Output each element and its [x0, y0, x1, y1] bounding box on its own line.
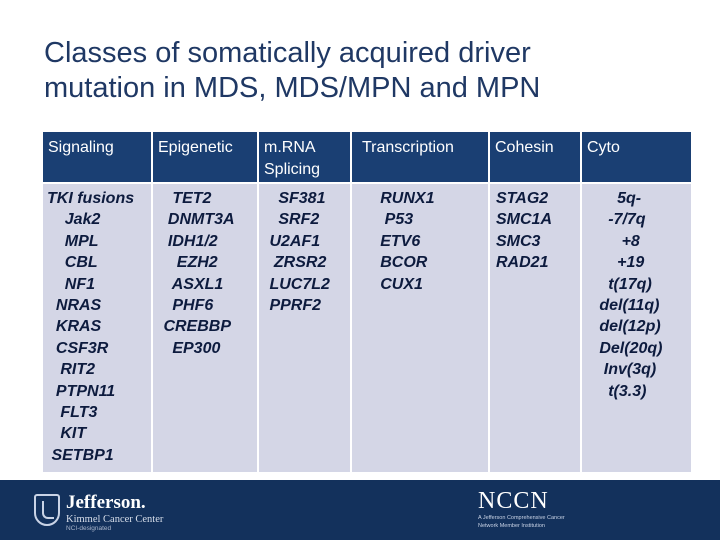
gene-entry: CREBBP — [159, 318, 232, 336]
column-cyto: 5q- -7/7q +8 +19 t(17q) del(11q) del(12p… — [582, 184, 691, 472]
gene-entry: PPRF2 — [265, 297, 322, 315]
header-cohesin: Cohesin — [490, 132, 580, 182]
logo-designation: NCI-designated — [66, 525, 112, 532]
gene-entry: P53 — [358, 211, 414, 229]
column-mrna-splicing: SF381 SRF2 U2AF1 ZRSR2 LUC7L2 PPRF2 — [259, 184, 350, 472]
header-mrna-splicing: m.RNA Splicing — [259, 132, 350, 182]
slide-title: Classes of somatically acquired driver m… — [44, 36, 704, 106]
gene-entry: t(17q) — [586, 275, 652, 293]
nccn-logo: NCCN A Jefferson Comprehensive Cancer Ne… — [478, 488, 568, 534]
gene-entry: CUX1 — [358, 275, 423, 293]
nccn-subtitle-1: A Jefferson Comprehensive Cancer — [478, 515, 565, 521]
gene-entry: +8 — [586, 232, 640, 250]
jefferson-shield-icon — [34, 494, 60, 526]
gene-entry: LUC7L2 — [265, 275, 330, 293]
gene-entry: SF381 — [265, 190, 326, 207]
header-epigenetic: Epigenetic — [153, 132, 257, 182]
gene-entry: CSF3R — [47, 339, 109, 357]
header-cyto: Cyto — [582, 132, 691, 182]
logo-subtitle: Kimmel Cancer Center — [66, 514, 164, 525]
column-transcription: RUNX1 P53 ETV6 BCOR CUX1 — [352, 184, 488, 472]
column-signaling: TKI fusions Jak2 MPL CBL NF1 NRAS KRAS C… — [43, 184, 151, 472]
gene-entry: ETV6 — [358, 232, 421, 250]
nccn-subtitle-2: Network Member Institution — [478, 523, 545, 529]
gene-entry: FLT3 — [47, 404, 98, 422]
gene-entry: Inv(3q) — [586, 361, 657, 379]
gene-entry: KRAS — [47, 318, 102, 336]
gene-entry: del(12p) — [586, 318, 661, 336]
gene-entry: RAD21 — [496, 254, 549, 272]
gene-entry: ZRSR2 — [265, 254, 327, 272]
gene-entry: SRF2 — [265, 211, 320, 229]
title-line-1: Classes of somatically acquired driver — [44, 37, 531, 69]
title-line-2: mutation in MDS, MDS/MPN and MPN — [44, 72, 541, 104]
gene-entry: DNMT3A — [159, 211, 235, 229]
gene-entry: U2AF1 — [265, 232, 321, 250]
header-signaling: Signaling — [43, 132, 151, 182]
gene-entry: IDH1/2 — [159, 232, 218, 250]
gene-entry: MPL — [47, 232, 99, 250]
gene-entry: +19 — [586, 254, 645, 272]
gene-entry: del(11q) — [586, 297, 660, 315]
gene-entry: STAG2 — [496, 190, 549, 207]
gene-entry: SMC3 — [496, 232, 541, 250]
mutation-classes-table: Signaling Epigenetic m.RNA Splicing Tran… — [43, 132, 691, 472]
column-cohesin: STAG2 SMC1A SMC3 RAD21 — [490, 184, 580, 472]
gene-entry: SETBP1 — [47, 446, 114, 464]
gene-entry: KIT — [47, 425, 87, 443]
gene-entry: TKI fusions — [47, 190, 135, 207]
gene-entry: TET2 — [159, 190, 212, 207]
gene-entry: BCOR — [358, 254, 428, 272]
gene-entry: CBL — [47, 254, 98, 272]
gene-entry: t(3.3) — [586, 382, 647, 400]
gene-entry: EZH2 — [159, 254, 218, 272]
gene-entry: RIT2 — [47, 361, 96, 379]
gene-entry: NF1 — [47, 275, 96, 293]
jefferson-logo: Jefferson. Kimmel Cancer Center NCI-desi… — [34, 492, 174, 532]
footer-bar — [0, 480, 720, 540]
gene-entry: SMC1A — [496, 211, 553, 229]
gene-entry: EP300 — [159, 339, 221, 357]
gene-entry: 5q- — [586, 190, 642, 207]
gene-entry: RUNX1 — [358, 190, 435, 207]
gene-entry: ASXL1 — [159, 275, 224, 293]
gene-entry: PHF6 — [159, 297, 214, 315]
gene-entry: NRAS — [47, 297, 102, 315]
logo-name: Jefferson. — [66, 492, 146, 513]
column-epigenetic: TET2 DNMT3A IDH1/2 EZH2 ASXL1 PHF6 CREBB… — [153, 184, 257, 472]
gene-entry: Del(20q) — [586, 339, 663, 357]
gene-entry: PTPN11 — [47, 382, 116, 400]
gene-entry: -7/7q — [586, 211, 646, 229]
header-transcription: Transcription — [352, 132, 488, 182]
gene-entry: Jak2 — [47, 211, 101, 229]
nccn-mark: NCCN — [478, 488, 549, 514]
